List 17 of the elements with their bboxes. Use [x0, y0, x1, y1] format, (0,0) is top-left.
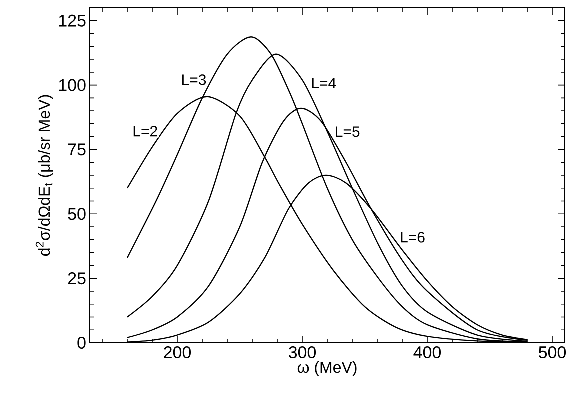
y-tick-label: 75 — [68, 144, 86, 156]
y-tick-label: 25 — [68, 272, 86, 285]
y-axis-title: d$^{2}$σ/dΩdE$_{t}$ (μb/sr MeV) — [36, 95, 54, 256]
series-label: L=5 — [336, 126, 360, 138]
series-label: L=4 — [312, 78, 336, 88]
x-axis-title: ω (MeV) — [298, 361, 357, 376]
series-label: L=3 — [182, 74, 206, 86]
x-tick-label: 300 — [288, 346, 316, 359]
x-tick-label: 200 — [164, 346, 192, 359]
series-label: L=6 — [401, 232, 425, 243]
y-tick-label: 125 — [59, 14, 86, 27]
x-tick-label: 400 — [414, 346, 442, 359]
series-label: L=2 — [134, 126, 158, 137]
x-tick-label: 500 — [539, 346, 566, 359]
y-tick-label: 100 — [59, 79, 86, 92]
y-tick-label: 50 — [68, 208, 86, 220]
y-tick-label: 0 — [78, 336, 86, 350]
